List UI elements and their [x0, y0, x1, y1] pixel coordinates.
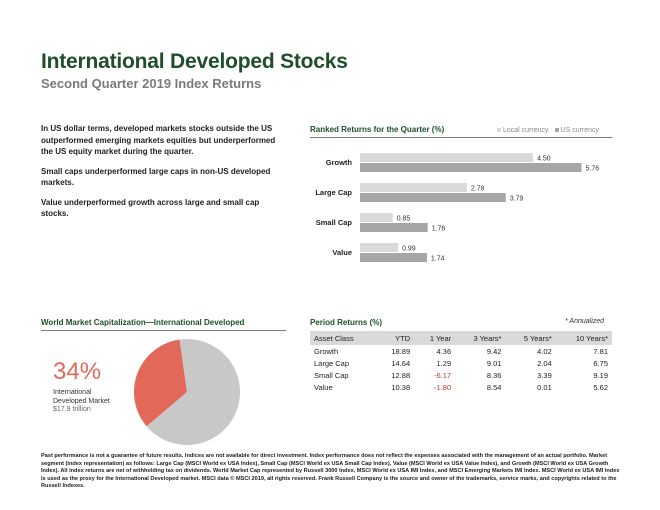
legend-us: US currency	[554, 127, 600, 134]
bar	[360, 153, 534, 162]
table-cell: Growth	[314, 346, 339, 356]
ranked-returns-bar-chart: Growth 4.50 5.76 Large Cap 2.78 3.79 Small Cap…	[315, 153, 600, 263]
market-cap-label-line: Developed Market	[53, 398, 110, 405]
table-cell: 18.89	[391, 346, 411, 356]
period-returns-title: Period Returns (%)	[310, 318, 383, 327]
page-subtitle: Second Quarter 2019 Index Returns	[41, 76, 262, 91]
table-row: Large Cap 14.64 1.29 9.01 2.04 6.75	[310, 357, 612, 369]
bar	[360, 213, 393, 222]
legend-swatch-us	[554, 128, 559, 133]
table-cell: 3.39	[537, 370, 552, 380]
table-cell: 10.38	[391, 382, 411, 392]
market-cap-heading: World Market Capitalization—Internationa…	[41, 318, 286, 331]
data-label: 3.79	[510, 196, 524, 203]
legend-swatch-local	[497, 128, 501, 133]
data-label: 1.74	[431, 256, 445, 263]
table-cell: 9.42	[486, 346, 502, 356]
bar	[360, 253, 427, 262]
market-cap-title: World Market Capitalization—Internationa…	[41, 318, 245, 327]
bar	[360, 183, 467, 192]
table-row: Value 10.38 -1.80 8.54 0.01 5.62	[310, 381, 612, 393]
table-cell: Value	[314, 382, 333, 392]
data-label: 5.76	[586, 166, 600, 173]
category-label: Large Cap	[315, 188, 352, 197]
table-cell: 8.54	[486, 382, 502, 392]
intro-paragraph: Value underperformed growth across large…	[41, 197, 260, 219]
data-label: 0.99	[402, 246, 416, 253]
bar	[360, 163, 582, 172]
market-cap-percent: 34%	[53, 358, 102, 385]
table-cell: 1.29	[436, 358, 452, 368]
category-label: Value	[332, 248, 352, 257]
ranked-returns-title: Ranked Returns for the Quarter (%)	[310, 125, 445, 134]
legend-local: Local currency	[497, 127, 549, 134]
column-header: 1 Year	[414, 331, 456, 345]
bar	[360, 193, 506, 202]
market-cap-label-line: International	[53, 389, 92, 396]
table-cell: 9.01	[486, 358, 502, 368]
table-cell: -6.17	[434, 370, 452, 380]
table-cell: 14.64	[391, 358, 411, 368]
table-cell: 12.88	[391, 370, 411, 380]
table-cell: 9.19	[593, 370, 608, 380]
column-header: YTD	[376, 331, 415, 345]
category-label: Small Cap	[316, 218, 353, 227]
column-header: 5 Years*	[505, 331, 556, 345]
table-cell: 6.75	[593, 358, 608, 368]
table-header-row: Asset Class YTD 1 Year 3 Years* 5 Years*…	[310, 331, 612, 345]
page-title: International Developed Stocks	[41, 50, 348, 73]
table-cell: 7.81	[593, 346, 608, 356]
table-cell: -1.80	[434, 382, 452, 392]
bar	[360, 223, 428, 232]
table-cell: 4.02	[537, 346, 552, 356]
data-label: 4.50	[537, 156, 551, 163]
chart-legend: Local currency US currency	[497, 127, 599, 134]
data-label: 1.76	[432, 226, 446, 233]
data-label: 0.85	[397, 216, 411, 223]
table-cell: Large Cap	[314, 358, 350, 368]
intro-paragraph: In US dollar terms, developed markets st…	[41, 124, 276, 156]
pie-slice	[134, 339, 187, 427]
intro-text: In US dollar terms, developed markets st…	[41, 123, 281, 228]
column-header: 3 Years*	[455, 331, 506, 345]
market-cap-pie-chart	[134, 339, 240, 445]
table-cell: 4.36	[436, 346, 452, 356]
period-returns-table: Asset Class YTD 1 Year 3 Years* 5 Years*…	[310, 331, 612, 393]
annualized-note: * Annualized	[565, 318, 605, 325]
legend-local-label: Local currency	[503, 127, 549, 134]
bar	[360, 243, 399, 252]
table-cell: 5.62	[593, 382, 608, 392]
data-label: 2.78	[471, 186, 485, 193]
legend-us-label: US currency	[560, 127, 600, 134]
table-cell: 2.04	[537, 358, 552, 368]
table-cell: Small Cap	[314, 370, 349, 380]
table-row: Small Cap 12.88 -6.17 8.36 3.39 9.19	[310, 369, 612, 381]
table-row: Growth 18.89 4.36 9.42 4.02 7.81	[310, 345, 612, 357]
market-cap-value: $17.9 trillion	[53, 406, 91, 413]
intro-paragraph: Small caps underperformed large caps in …	[41, 166, 271, 188]
column-header: 10 Years*	[555, 331, 612, 345]
ranked-returns-heading: Ranked Returns for the Quarter (%)	[310, 125, 612, 138]
table-cell: 8.36	[486, 370, 502, 380]
column-header: Asset Class	[310, 331, 377, 345]
period-returns-heading: Period Returns (%)	[310, 318, 612, 330]
table-cell: 0.01	[537, 382, 552, 392]
footnote: Past performance is not a guarantee of f…	[41, 453, 620, 490]
category-label: Growth	[326, 158, 353, 167]
pie-slice	[146, 339, 240, 445]
market-cap-label: International Developed Market	[53, 388, 110, 406]
